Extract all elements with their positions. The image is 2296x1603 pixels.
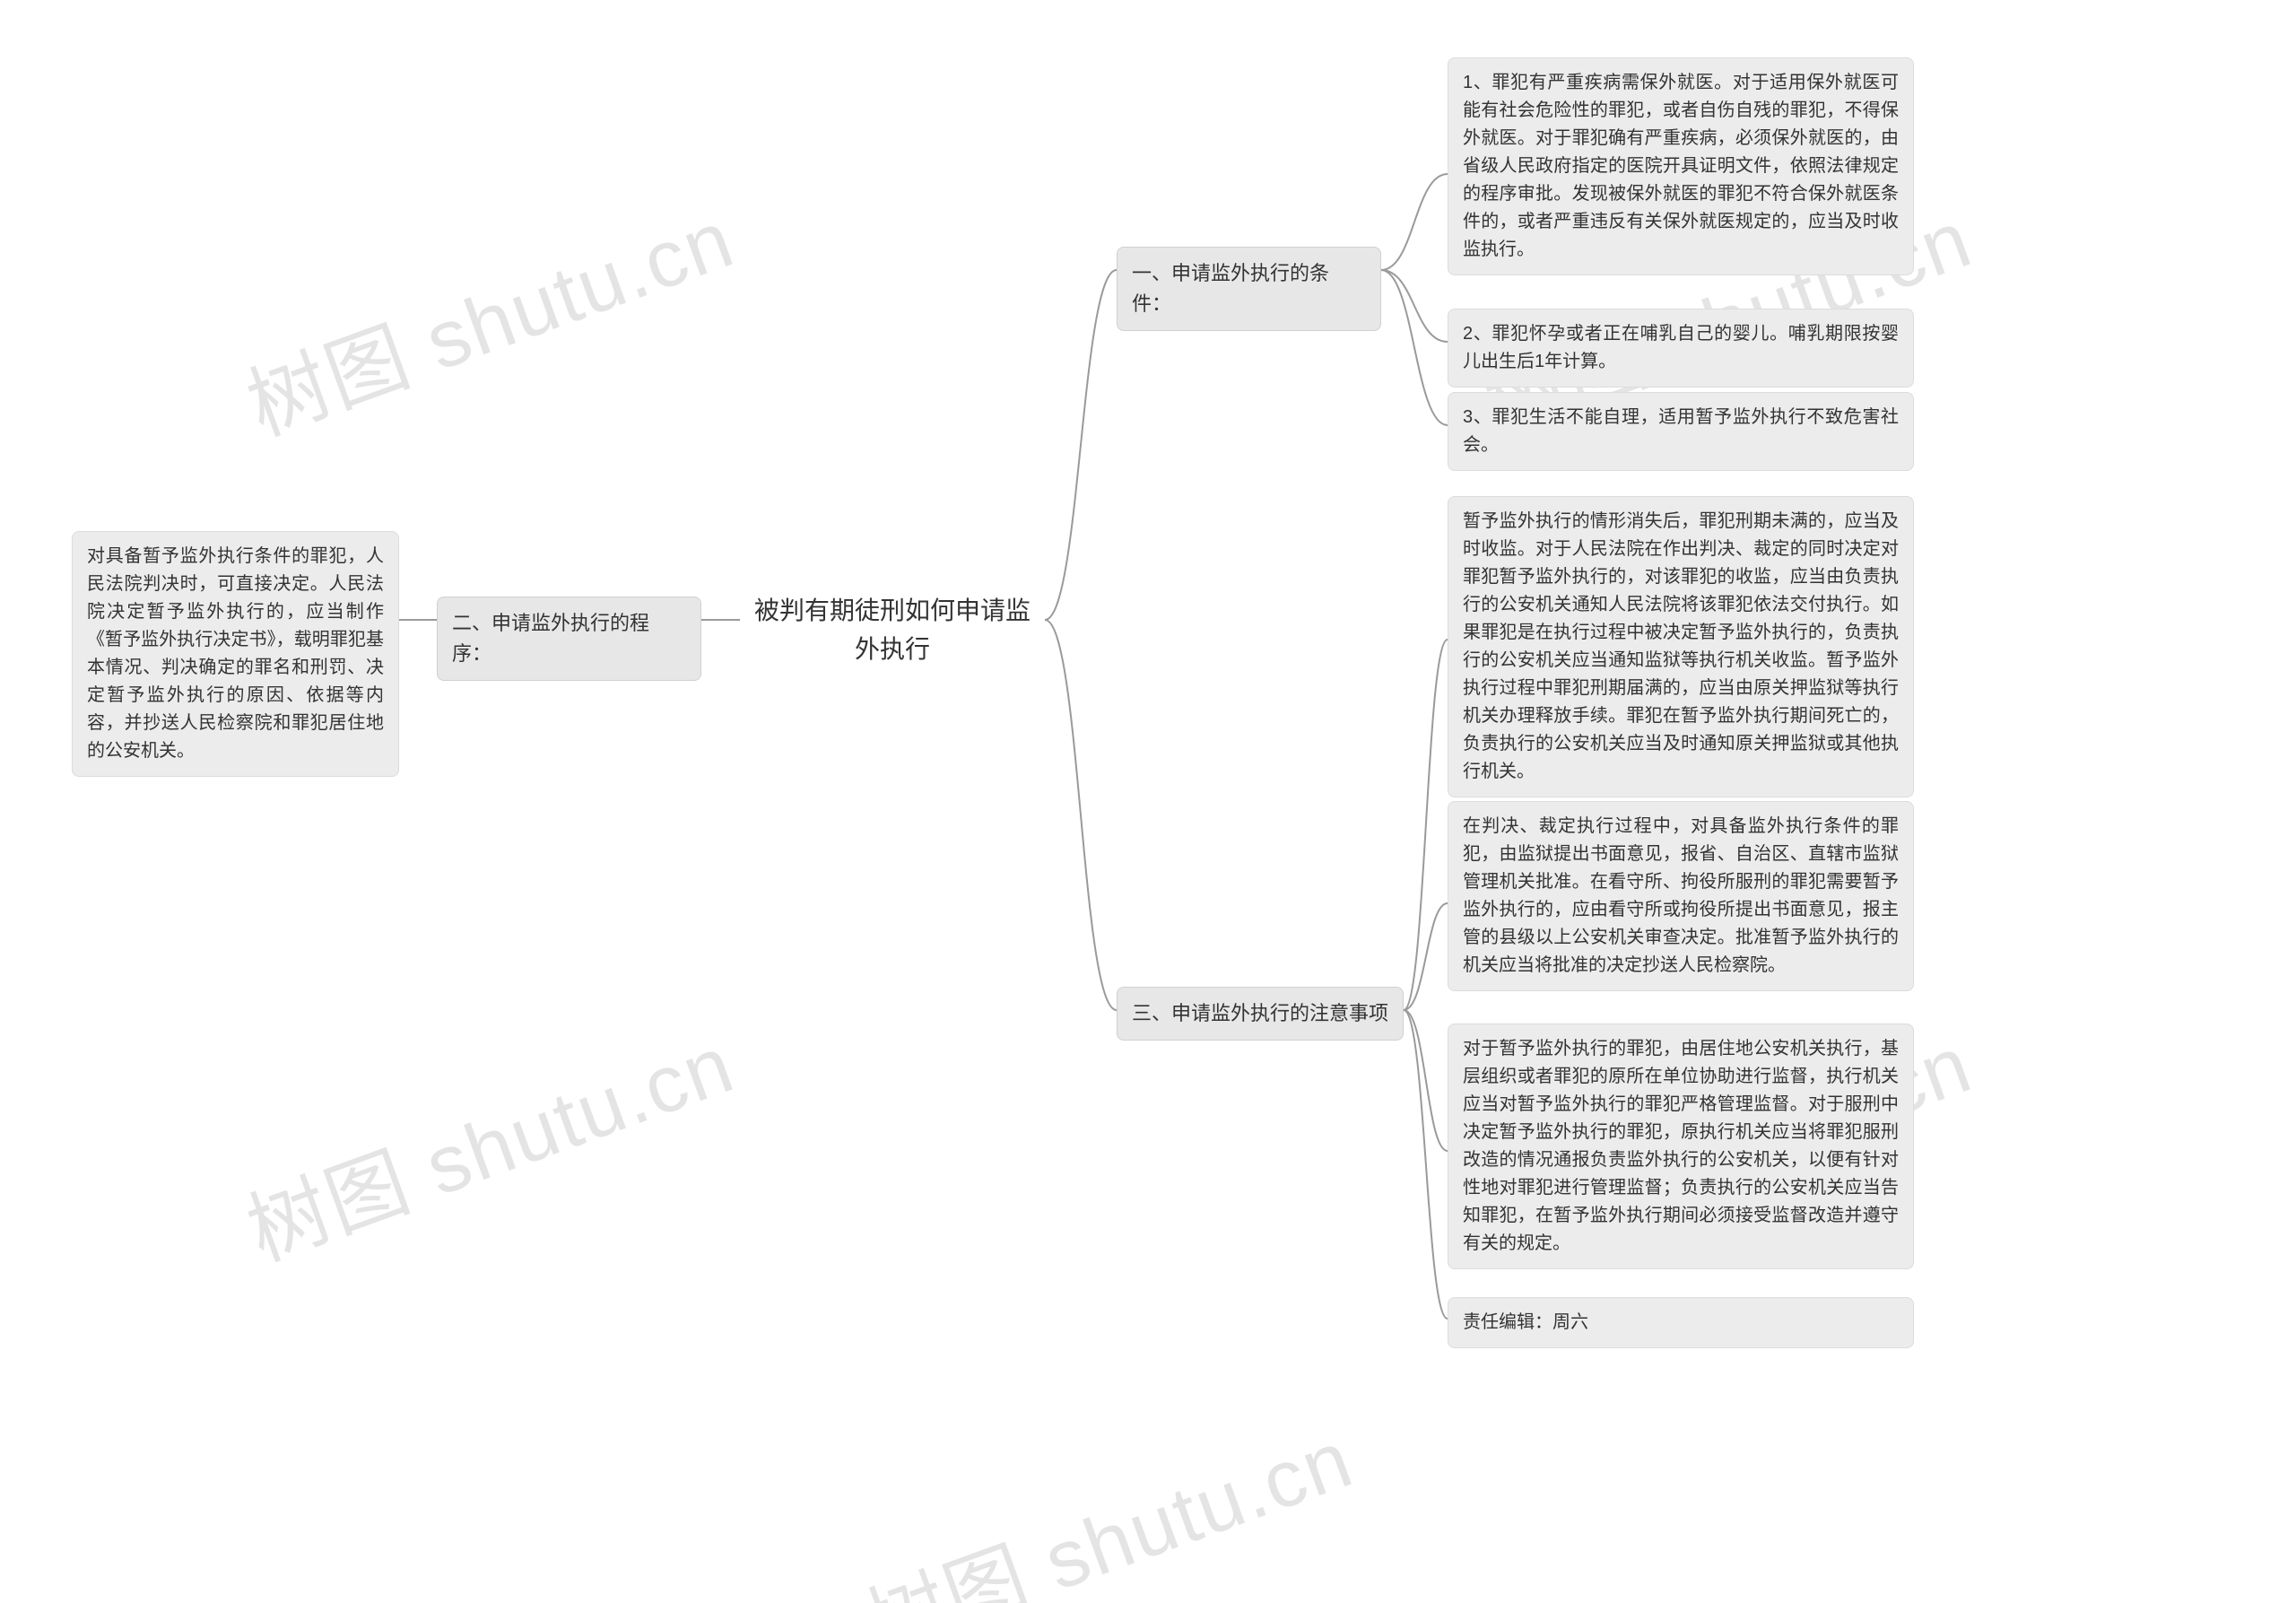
leaf-text: 1、罪犯有严重疾病需保外就医。对于适用保外就医可能有社会危险性的罪犯，或者自伤自…	[1463, 73, 1899, 259]
leaf-node: 2、罪犯怀孕或者正在哺乳自己的婴儿。哺乳期限按婴儿出生后1年计算。	[1448, 309, 1914, 388]
branch-procedure: 二、申请监外执行的程序：	[437, 597, 701, 681]
branch-label: 一、申请监外执行的条件：	[1132, 262, 1329, 315]
branch-conditions: 一、申请监外执行的条件：	[1117, 247, 1381, 331]
mindmap-root: 被判有期徒刑如何申请监外执行	[740, 584, 1045, 676]
leaf-node: 暂予监外执行的情形消失后，罪犯刑期未满的，应当及时收监。对于人民法院在作出判决、…	[1448, 496, 1914, 797]
leaf-text: 责任编辑：周六	[1463, 1312, 1588, 1332]
leaf-node: 对于暂予监外执行的罪犯，由居住地公安机关执行，基层组织或者罪犯的原所在单位协助进…	[1448, 1024, 1914, 1269]
leaf-text: 在判决、裁定执行过程中，对具备监外执行条件的罪犯，由监狱提出书面意见，报省、自治…	[1463, 816, 1899, 975]
leaf-node: 责任编辑：周六	[1448, 1297, 1914, 1348]
leaf-text: 对具备暂予监外执行条件的罪犯，人民法院判决时，可直接决定。人民法院决定暂予监外执…	[87, 546, 384, 761]
leaf-node: 1、罪犯有严重疾病需保外就医。对于适用保外就医可能有社会危险性的罪犯，或者自伤自…	[1448, 57, 1914, 275]
watermark: 树图 shutu.cn	[230, 999, 747, 1283]
mindmap-connectors	[0, 0, 2296, 1603]
leaf-text: 2、罪犯怀孕或者正在哺乳自己的婴儿。哺乳期限按婴儿出生后1年计算。	[1463, 324, 1899, 371]
leaf-node: 对具备暂予监外执行条件的罪犯，人民法院判决时，可直接决定。人民法院决定暂予监外执…	[72, 531, 399, 777]
watermark: 树图 shutu.cn	[230, 174, 747, 457]
branch-notes: 三、申请监外执行的注意事项	[1117, 987, 1404, 1041]
branch-label: 二、申请监外执行的程序：	[452, 612, 649, 665]
leaf-text: 3、罪犯生活不能自理，适用暂予监外执行不致危害社会。	[1463, 407, 1899, 455]
leaf-text: 暂予监外执行的情形消失后，罪犯刑期未满的，应当及时收监。对于人民法院在作出判决、…	[1463, 511, 1899, 781]
leaf-node: 在判决、裁定执行过程中，对具备监外执行条件的罪犯，由监狱提出书面意见，报省、自治…	[1448, 801, 1914, 991]
branch-label: 三、申请监外执行的注意事项	[1132, 1002, 1388, 1024]
leaf-text: 对于暂予监外执行的罪犯，由居住地公安机关执行，基层组织或者罪犯的原所在单位协助进…	[1463, 1039, 1899, 1253]
root-label: 被判有期徒刑如何申请监外执行	[754, 597, 1031, 663]
leaf-node: 3、罪犯生活不能自理，适用暂予监外执行不致危害社会。	[1448, 392, 1914, 471]
watermark: 树图 shutu.cn	[848, 1394, 1366, 1603]
